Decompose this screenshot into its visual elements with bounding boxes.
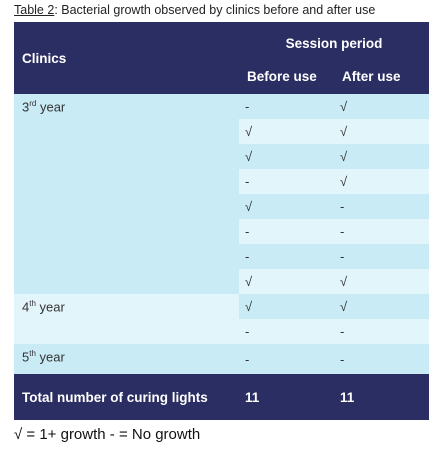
after-use-cell: √ [334,269,429,294]
before-use-cell: - [239,319,334,344]
header-clinics: Clinics [22,50,67,66]
clinic-year-number: 5 [22,349,30,365]
before-use-cell: - [239,344,334,374]
before-use-cell: √ [239,294,334,319]
after-use-cell: - [334,244,429,269]
clinic-year-suffix: year [35,349,65,365]
before-use-cell: - [239,244,334,269]
table-row: -- [14,244,429,269]
before-use-cell: - [239,169,334,194]
clinic-year-label: 3rd year [14,94,239,294]
table-row: 4th year √ √ [14,294,429,344]
clinic-year-label: 5th year [14,344,239,374]
footer-after-total: 11 [334,374,429,420]
table-row: - √ [14,169,429,194]
table-row: √ √ [14,269,429,294]
after-use-cell: √ [334,119,429,144]
footer-before-total: 11 [239,374,334,420]
growth-table: Clinics Session period Before use After … [14,22,429,420]
clinic-year-ordinal: rd [29,99,37,108]
table-row: 5th year - - [14,344,429,374]
before-use-cell: √ [239,144,334,169]
after-use-cell: - [334,194,429,219]
table-row: √ √ [14,144,429,169]
header-session-period: Session period [285,35,383,51]
clinic-year-label: 4th year [14,294,239,344]
before-use-cell: √ [239,194,334,219]
table-row: -- [14,219,429,244]
clinic-year-number: 4 [22,299,30,315]
clinic-year-ordinal: th [29,299,36,308]
after-use-cell: √ [334,169,429,194]
before-use-cell: √ [239,119,334,144]
header-after-use: After use [342,68,401,84]
after-use-cell: - [334,219,429,244]
table-body: 3rd year - √ √ √ √ √ - √ √ - - - - - √ √ 4th year √ √ - -5th … [14,94,429,374]
clinic-year-number: 3 [22,99,30,115]
after-use-cell: - [334,319,429,344]
clinic-year-ordinal: th [29,349,36,358]
footer-row: Total number of curing lights 11 11 [14,374,429,420]
before-use-cell: - [239,219,334,244]
after-use-cell: - [334,344,429,374]
header-row-top: Clinics Session period [14,22,429,66]
header-before-use: Before use [247,68,317,84]
table-caption-text: : Bacterial growth observed by clinics b… [54,3,376,17]
clinic-year-suffix: year [36,99,66,115]
table-caption: Table 2: Bacterial growth observed by cl… [14,3,375,17]
after-use-cell: √ [334,144,429,169]
after-use-cell: √ [334,294,429,319]
before-use-cell: √ [239,269,334,294]
footer-label: Total number of curing lights [14,374,239,420]
before-use-cell: - [239,94,334,119]
after-use-cell: √ [334,94,429,119]
legend: √ = 1+ growth - = No growth [14,426,201,443]
table-row: √ √ [14,119,429,144]
clinic-year-suffix: year [35,299,65,315]
table-caption-label: Table 2 [14,3,55,17]
table-row: -- [14,319,429,344]
table-row: 3rd year - √ [14,94,429,294]
table-row: √ - [14,194,429,219]
